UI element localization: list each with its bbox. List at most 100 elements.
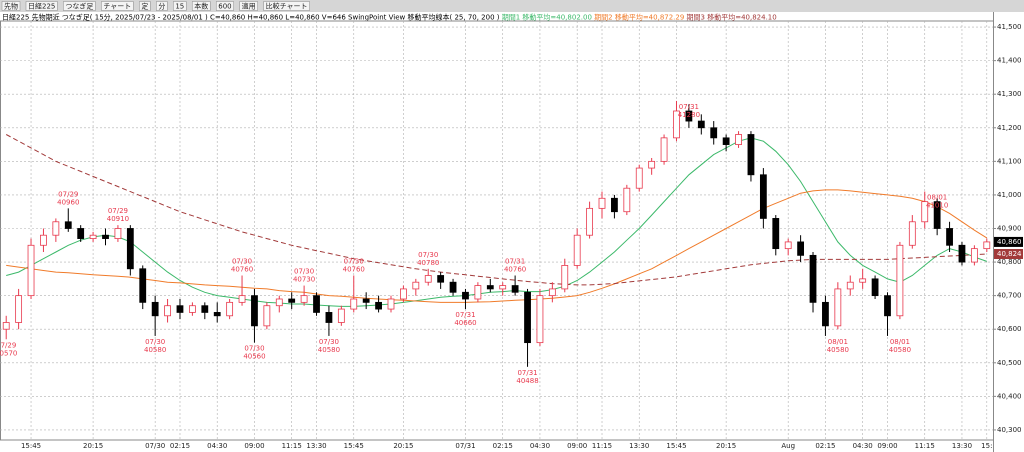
candle-body	[412, 281, 420, 290]
toolbar-box	[215, 1, 234, 11]
swing-value: 41280	[678, 111, 700, 119]
candle-body	[77, 228, 85, 239]
swing-date: 07/29	[0, 341, 16, 349]
y-tick-label: 40,500	[997, 359, 1022, 367]
x-tick-label: 13:30	[952, 442, 972, 450]
candle-body	[126, 228, 134, 270]
candle-body	[40, 234, 47, 246]
candle-body	[660, 137, 668, 162]
candle-body	[313, 295, 320, 313]
legend: 期間3 移動平均=40,824.10	[687, 13, 777, 22]
swing-value: 40910	[107, 215, 129, 223]
candle-body	[735, 134, 742, 145]
toolbar-items: 先物 日経225 つなぎ足 チャート 定 分 15 本数 600 適用 比較チャート	[1, 1, 310, 11]
candle-body	[102, 234, 109, 239]
candle-body	[176, 305, 184, 313]
candle-body	[784, 241, 792, 250]
x-tick-label: 11:15	[915, 442, 935, 450]
candle-body	[300, 295, 308, 303]
swing-value: 40580	[318, 346, 340, 354]
ma-title: 移動平均線本( 25, 70, 200 )	[408, 13, 500, 22]
toolbar-box	[156, 1, 168, 11]
candle-body	[548, 288, 556, 297]
x-tick-label: 07/30	[145, 442, 165, 450]
candle-body	[188, 305, 196, 313]
candle-body	[437, 275, 445, 283]
ma-line	[6, 189, 988, 303]
legend: 期間2 移動平均=40,872.29	[594, 13, 684, 22]
x-tick-label: 09:00	[567, 442, 587, 450]
swing-value: 40760	[231, 265, 253, 273]
toolbar-box	[25, 1, 58, 11]
toolbar-box	[101, 1, 134, 11]
view: SwingPoint View	[348, 14, 405, 22]
candle-body	[424, 275, 432, 283]
y-tick-label: 41,000	[997, 191, 1022, 199]
toolbar-item: 本数	[194, 2, 208, 11]
x-tick-label: 04:30	[853, 442, 873, 450]
candle-body	[921, 201, 929, 223]
candle-body	[275, 298, 283, 307]
x-tick-label: 13:30	[306, 442, 326, 450]
candle-body	[201, 305, 209, 313]
candle-body	[462, 291, 469, 300]
candle-body	[635, 167, 643, 189]
candle-body	[611, 197, 618, 213]
swing-date: 07/29	[58, 190, 78, 198]
candle-body	[747, 134, 755, 176]
toolbar-box	[1, 1, 21, 11]
price-tag-label: 40,824	[997, 250, 1022, 258]
x-tick-label: 15:45	[666, 442, 686, 450]
swing-date: 07/31	[517, 369, 537, 377]
swing-value: 40730	[293, 276, 315, 284]
candle-body	[89, 234, 97, 239]
header: 日経225 先物期近 つなぎ足( 15分, 2025/07/23 - 2025/…	[2, 13, 777, 22]
swing-date: 07/30	[232, 257, 252, 265]
toolbar-box	[63, 1, 96, 11]
swing-value: 40660	[454, 319, 476, 327]
candle-body	[474, 285, 482, 300]
candle-body	[598, 197, 606, 209]
x-tick-label: 11:15	[592, 442, 612, 450]
toolbar-box	[191, 1, 211, 11]
candle-body	[759, 174, 767, 219]
y-tick-label: 41,500	[997, 23, 1022, 31]
swing-value: 40560	[243, 353, 265, 361]
candle-body	[325, 312, 333, 323]
ma-line	[5, 134, 987, 286]
y-tick-label: 40,300	[997, 426, 1022, 434]
swing-date: 07/31	[505, 257, 525, 265]
price-tag-label: 40,860	[997, 238, 1022, 246]
toolbar-box	[239, 1, 258, 11]
x-tick-label: 02:15	[493, 442, 513, 450]
swing-date: 07/30	[344, 257, 364, 265]
subtitle: C=40,860 H=40,860 L=40,860 V=646	[210, 14, 346, 22]
x-tick-label: 09:00	[877, 442, 897, 450]
candle-body	[486, 285, 494, 290]
swing-date: 07/31	[679, 103, 699, 111]
toolbar-item: 15	[175, 3, 184, 11]
candle-body	[536, 295, 544, 344]
toolbar-box	[263, 1, 310, 11]
y-tick-label: 41,300	[997, 90, 1022, 98]
swing-date: 08/01	[828, 338, 848, 346]
legend: 期間1 移動平均=40,802.00	[502, 13, 592, 22]
swing-value: 40488	[516, 377, 538, 385]
swing-value: 40960	[57, 198, 79, 206]
x-tick-label: 11:15	[282, 442, 302, 450]
candle-body	[387, 298, 395, 310]
candle-body	[511, 285, 519, 293]
candle-body	[623, 187, 631, 213]
candle-body	[350, 298, 358, 310]
candle-body	[449, 281, 457, 293]
candle-body	[337, 308, 345, 323]
x-tick-label: 15:	[981, 442, 992, 450]
candle-body	[263, 305, 271, 327]
candle-body	[288, 298, 296, 303]
candle-body	[64, 221, 72, 229]
candle-body	[697, 120, 705, 129]
swing-date: 08/01	[890, 338, 910, 346]
swing-date: 07/30	[319, 338, 339, 346]
toolbar-item: 適用	[242, 2, 256, 11]
